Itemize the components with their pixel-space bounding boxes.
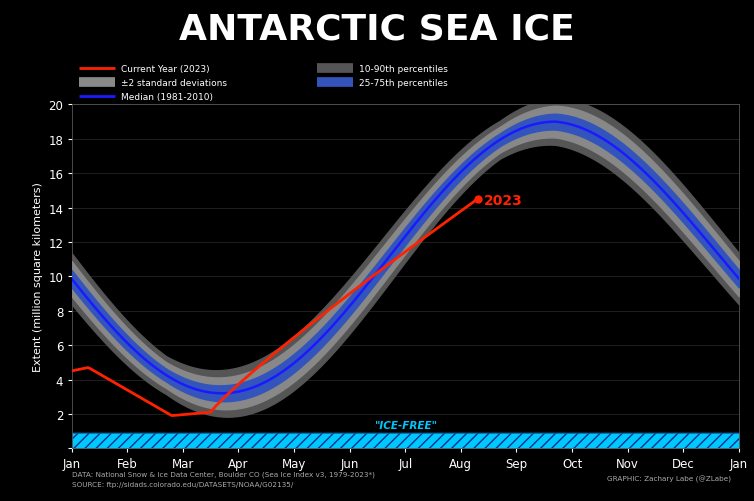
Text: 25-75th percentiles: 25-75th percentiles [359,79,448,88]
Text: Current Year (2023): Current Year (2023) [121,65,210,74]
Text: GRAPHIC: Zachary Labe (@ZLabe): GRAPHIC: Zachary Labe (@ZLabe) [608,475,731,482]
Text: 10-90th percentiles: 10-90th percentiles [359,65,448,74]
Text: ±2 standard deviations: ±2 standard deviations [121,79,228,88]
Text: 2023: 2023 [484,194,523,208]
Text: Median (1981-2010): Median (1981-2010) [121,93,213,102]
Y-axis label: Extent (million square kilometers): Extent (million square kilometers) [32,182,43,372]
Text: SOURCE: ftp://sidads.colorado.edu/DATASETS/NOAA/G02135/: SOURCE: ftp://sidads.colorado.edu/DATASE… [72,481,293,487]
Text: ANTARCTIC SEA ICE: ANTARCTIC SEA ICE [179,13,575,47]
Text: "ICE-FREE": "ICE-FREE" [374,420,437,430]
Text: DATA: National Snow & Ice Data Center, Boulder CO (Sea Ice Index v3, 1979-2023*): DATA: National Snow & Ice Data Center, B… [72,470,375,477]
